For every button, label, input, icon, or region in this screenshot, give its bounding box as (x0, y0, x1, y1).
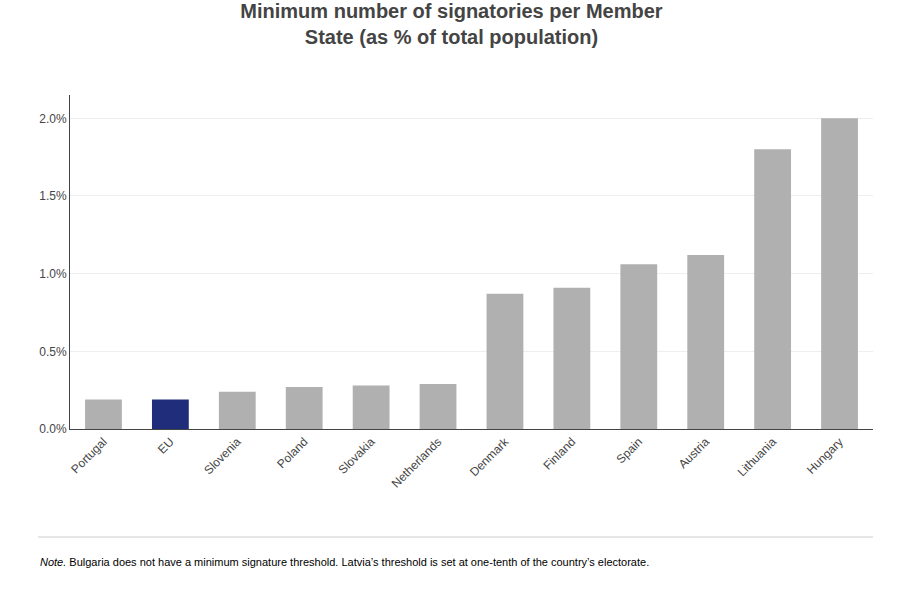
svg-text:Poland: Poland (274, 435, 310, 471)
svg-text:Slovakia: Slovakia (336, 435, 378, 477)
svg-text:Hungary: Hungary (804, 435, 846, 477)
svg-text:0.0%: 0.0% (39, 422, 67, 436)
svg-text:0.5%: 0.5% (39, 345, 67, 359)
svg-text:Slovenia: Slovenia (201, 435, 244, 478)
svg-text:Spain: Spain (614, 435, 646, 467)
svg-text:Lithuania: Lithuania (735, 435, 780, 480)
svg-text:Denmark: Denmark (467, 434, 512, 479)
svg-text:EU: EU (155, 435, 177, 457)
svg-text:Netherlands: Netherlands (389, 435, 445, 491)
svg-text:2.0%: 2.0% (39, 112, 67, 126)
svg-text:1.0%: 1.0% (39, 267, 67, 281)
svg-text:Austria: Austria (676, 435, 713, 472)
svg-text:Note. Bulgaria does not have a: Note. Bulgaria does not have a minimum s… (40, 556, 649, 568)
svg-text:Portugal: Portugal (68, 435, 110, 477)
svg-text:Finland: Finland (541, 435, 579, 473)
svg-text:Minimum number of signatories: Minimum number of signatories per Member… (240, 0, 663, 48)
svg-text:1.5%: 1.5% (39, 189, 67, 203)
